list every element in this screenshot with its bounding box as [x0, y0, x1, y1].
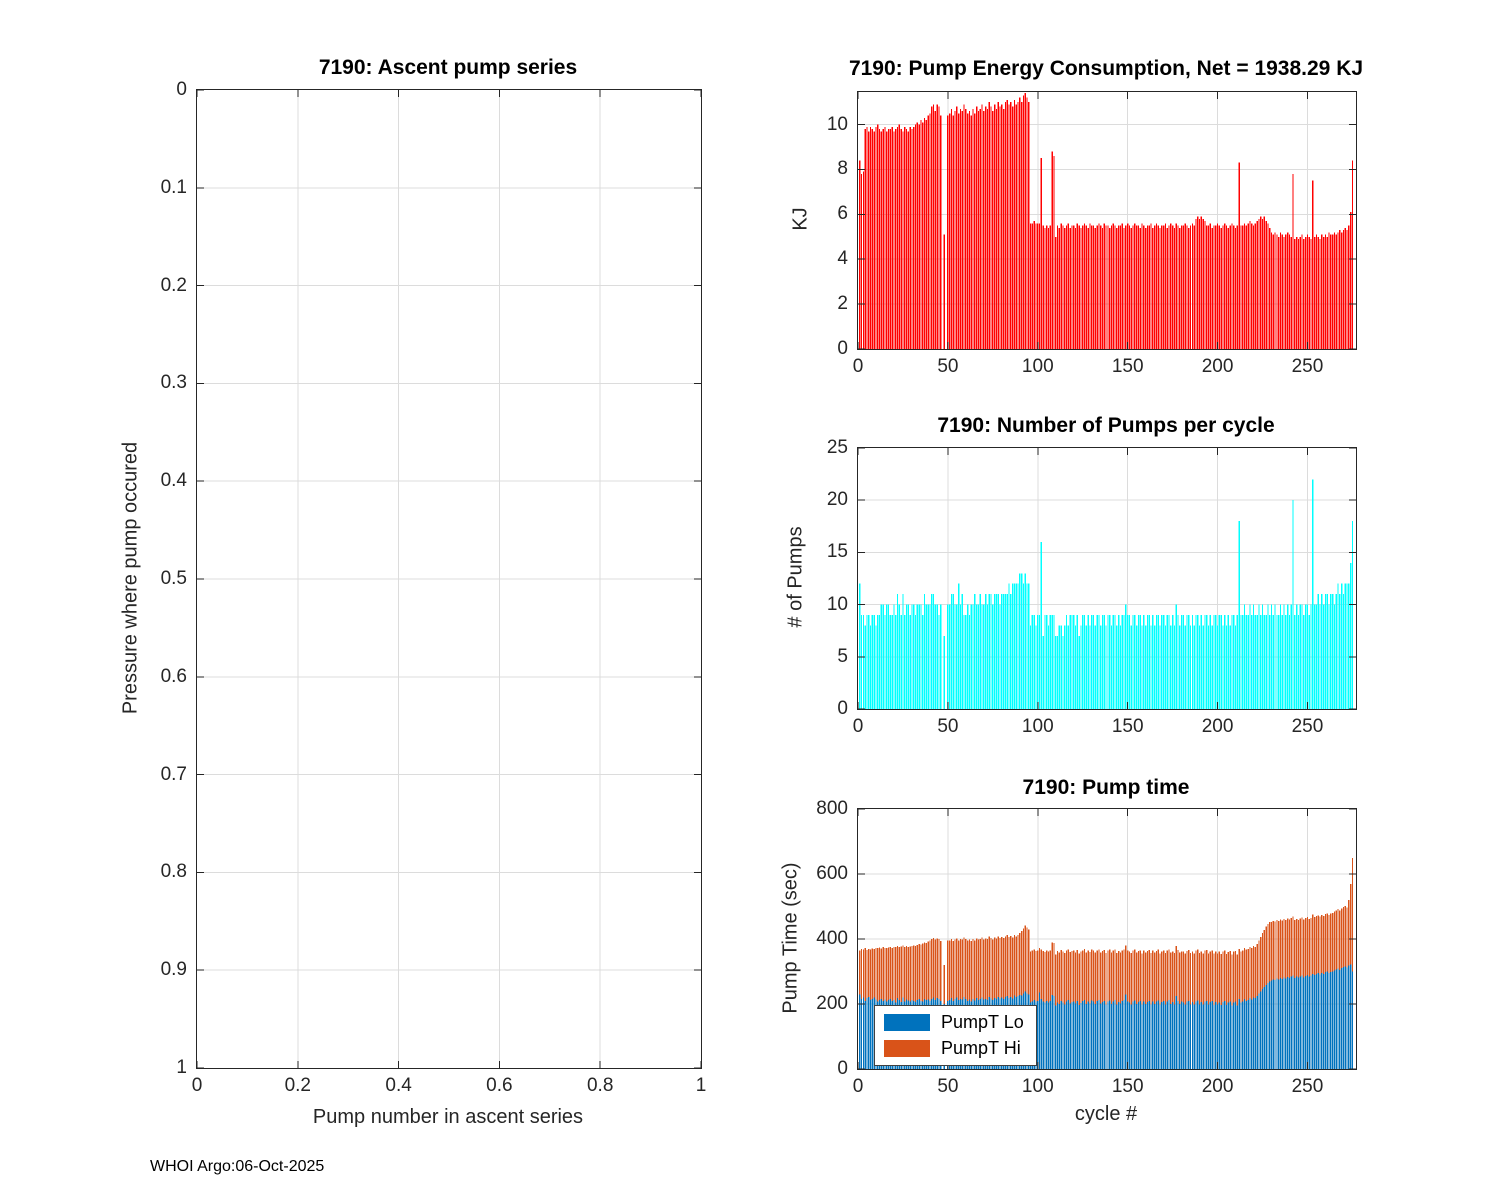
ascent-chart-plot-area: 0 0.2 0.4 0.6 0.8 1 0 0.1 0.2 0.3 0.4 0.5 0.6 0.7 0.8 0… [160, 79, 707, 1097]
footer-text: WHOI Argo:06-Oct-2025 [150, 1158, 325, 1175]
legend-label-hi: PumpT Hi [941, 1038, 1021, 1058]
pumps-chart-title: 7190: Number of Pumps per cycle [937, 414, 1275, 437]
legend-label-lo: PumpT Lo [941, 1012, 1024, 1032]
legend-swatch-lo [884, 1014, 930, 1031]
pumps-chart-plot-area: 0 50 100 150 200 250 0 5 10 15 20 25 [827, 438, 1357, 737]
legend: PumpT Lo PumpT Hi [874, 1005, 1037, 1066]
time-chart-title: 7190: Pump time [1022, 776, 1190, 799]
energy-chart-plot-area: 0 50 100 150 200 250 0 2 4 6 8 10 [827, 91, 1357, 377]
legend-item-pumpt-lo: PumpT Lo [884, 1012, 1024, 1033]
ascent-chart-title: 7190: Ascent pump series [318, 56, 578, 79]
time-x-axis-label: cycle # [1074, 1103, 1138, 1125]
ascent-x-axis-label: Pump number in ascent series [312, 1106, 584, 1128]
legend-swatch-hi [884, 1040, 930, 1057]
time-chart-plot-area: PumpT Lo PumpT Hi 0 50 100 150 200 250 0 200 400… [816, 799, 1357, 1097]
energy-chart-title: 7190: Pump Energy Consumption, Net = 193… [848, 57, 1364, 80]
legend-item-pumpt-hi: PumpT Hi [884, 1038, 1024, 1059]
